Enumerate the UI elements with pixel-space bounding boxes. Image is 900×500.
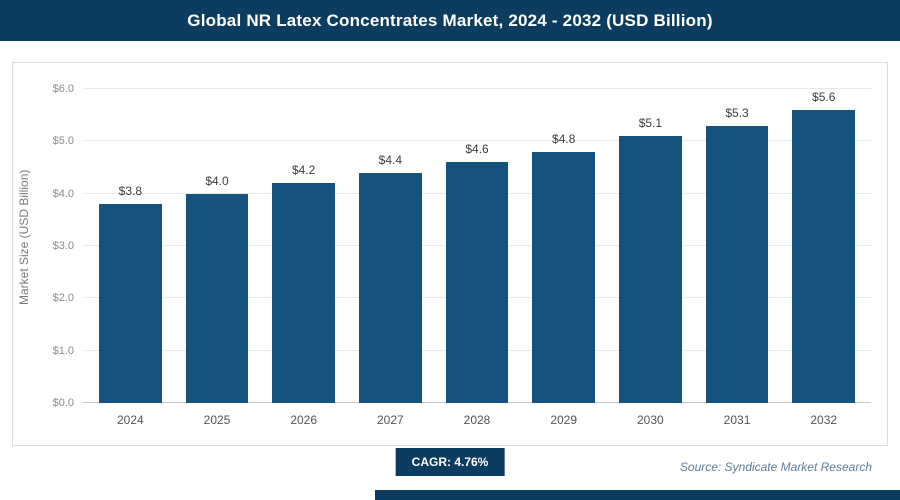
y-tick-label: $6.0	[52, 83, 74, 95]
x-tick-label: 2032	[810, 413, 838, 427]
bar-group-2024: $3.8 2024	[99, 89, 162, 427]
x-tick-label: 2030	[637, 413, 664, 427]
bar-group-2031: $5.3 2031	[705, 89, 769, 427]
gridline	[83, 88, 871, 89]
bar-group-2029: $4.8 2029	[532, 89, 596, 427]
bar-group-2026: $4.2 2026	[272, 89, 336, 427]
y-tick-label: $3.0	[52, 240, 74, 252]
x-tick-label: 2025	[203, 413, 231, 427]
x-tick-label: 2027	[376, 413, 404, 427]
chart-title: Global NR Latex Concentrates Market, 202…	[187, 10, 713, 30]
x-tick-label: 2024	[116, 413, 144, 427]
y-tick-label: $2.0	[52, 292, 74, 305]
chart-area: Market Size (USD Billion) $0.0 $1.0 $2.0 $3…	[12, 62, 888, 446]
bar-group-2028: $4.6 2028	[445, 89, 509, 427]
bar	[185, 193, 249, 403]
y-axis-label: Market Size (USD Billion)	[17, 169, 31, 305]
bar-value-label: $4.6	[465, 142, 489, 157]
bar	[532, 151, 596, 403]
bar-group-2025: $4.0 2025	[185, 89, 249, 427]
bar-value-label: $4.8	[552, 131, 576, 146]
y-tick-label: $1.0	[52, 344, 74, 357]
footer-strip	[375, 490, 900, 500]
bar-group-2027: $4.4 2027	[359, 89, 422, 427]
y-tick-label: $4.0	[52, 187, 74, 200]
gridline	[83, 140, 871, 142]
bar	[619, 136, 682, 403]
x-tick-label: 2029	[550, 413, 578, 427]
bar-value-label: $4.4	[378, 152, 403, 167]
bar	[359, 172, 422, 403]
bar-value-label: $4.0	[205, 173, 229, 188]
chart-title-bar: Global NR Latex Concentrates Market, 202…	[0, 0, 900, 41]
bar-value-label: $5.3	[725, 105, 749, 120]
y-tick-label: $0.0	[52, 397, 74, 409]
cagr-badge: CAGR: 4.76%	[395, 448, 505, 476]
bar-group-2030: $5.1 2030	[619, 89, 682, 427]
x-tick-label: 2031	[723, 413, 751, 427]
bar	[272, 183, 336, 403]
source-text: Source: Syndicate Market Research	[679, 460, 872, 474]
y-tick-label: $5.0	[52, 135, 74, 148]
bar-value-label: $3.8	[118, 184, 143, 199]
bar	[792, 109, 856, 403]
bar-series: $3.8 2024 $4.0 2025 $4.2 2026 $4.4 2027 $4.6 2028…	[83, 89, 871, 427]
bar-value-label: $5.6	[812, 89, 836, 104]
bar	[445, 162, 509, 403]
bar-group-2032: $5.6 2032	[792, 89, 856, 427]
x-tick-label: 2028	[463, 413, 491, 427]
bar	[705, 125, 769, 403]
x-tick-label: 2026	[290, 413, 318, 427]
bar-value-label: $4.2	[292, 163, 316, 178]
bar	[99, 204, 162, 403]
plot-area: $0.0 $1.0 $2.0 $3.0 $4.0 $5.0 $6.0 $3.8 2024 $4.0…	[53, 83, 871, 427]
bar-value-label: $5.1	[638, 116, 663, 131]
